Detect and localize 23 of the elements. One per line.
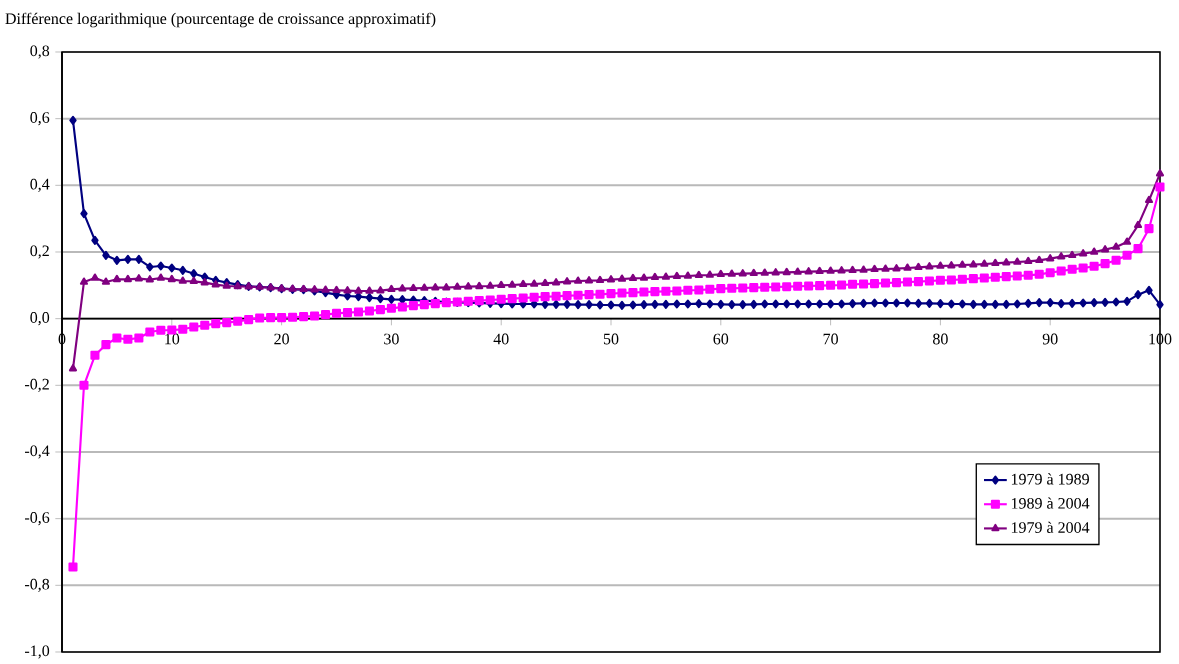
x-tick-label: 10 <box>165 333 180 345</box>
y-tick-label: -0,2 <box>25 378 49 392</box>
y-axis-title: Différence logarithmique (pourcentage de croissance approximatif) <box>5 12 436 28</box>
x-tick-label: 80 <box>933 333 948 345</box>
y-tick-label: -0,8 <box>25 578 50 592</box>
x-tick-label: 20 <box>274 333 289 345</box>
y-tick-label: -0,4 <box>25 445 50 459</box>
x-tick-label: 50 <box>603 333 619 345</box>
x-tick-label: 40 <box>493 333 509 345</box>
x-tick-label: 90 <box>1042 333 1058 345</box>
legend-label: 1979 à 1989 <box>1011 473 1089 485</box>
y-tick-label: 0,4 <box>30 178 50 192</box>
legend-label: 1989 à 2004 <box>1011 497 1090 509</box>
y-tick-label: 0,2 <box>30 245 49 259</box>
y-tick-label: 0,0 <box>30 312 50 326</box>
y-tick-label: -0,6 <box>25 512 50 526</box>
legend-label: 1979 à 2004 <box>1011 521 1090 533</box>
y-tick-label: 0,6 <box>30 112 50 126</box>
x-tick-label: 30 <box>384 333 399 345</box>
x-tick-label: 60 <box>713 333 729 345</box>
y-tick-label: 0,8 <box>30 45 50 59</box>
y-tick-label: -1,0 <box>25 645 50 659</box>
x-tick-label: 70 <box>823 333 838 345</box>
